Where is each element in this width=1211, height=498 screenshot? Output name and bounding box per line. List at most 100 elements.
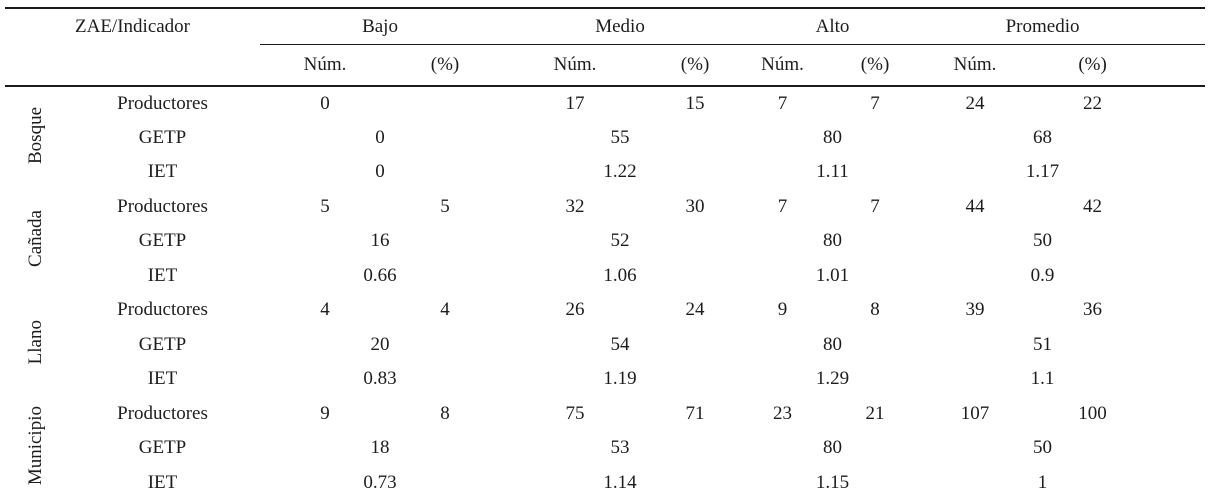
cell-span: 50 [1033,437,1053,459]
cell-span: 1.06 [603,264,637,286]
row-label: Productores [117,92,208,114]
cell-pct: 4 [440,299,450,321]
cell-num: 23 [773,402,793,424]
table-row: IET 0 1.22 1.11 1.17 [5,155,1205,190]
cell-pct: 7 [870,92,880,114]
cell-pct: 24 [685,299,705,321]
sub-header-num: Núm. [260,44,391,87]
table-row: GETP 18 53 80 50 [5,431,1205,466]
cell-span: 1.15 [815,471,850,493]
zone-label-text: Cañada [24,209,46,267]
cell-span: 55 [610,126,630,148]
cell-span: 50 [1033,230,1053,252]
cell-pct: 42 [1083,195,1103,217]
zone-label-llano: Llano [5,293,65,397]
sub-header-num: Núm. [740,44,826,87]
cell-num: 7 [777,195,788,217]
cell-pct: 15 [685,92,705,114]
table-row: Llano Productores 4 4 26 24 9 8 39 36 [5,293,1205,364]
cell-span: 54 [610,333,630,355]
row-label: GETP [138,333,187,355]
group-header-alto: Alto [740,8,926,45]
cell-num: 32 [565,195,585,217]
cell-pct: 100 [1078,402,1107,424]
cell-span: 80 [823,333,843,355]
cell-span: 1.01 [815,264,850,286]
cell-num: 9 [320,402,330,424]
row-label: IET [147,368,178,390]
table-row: IET 0.66 1.06 1.01 0.9 [5,259,1205,294]
zone-label-text: Llano [24,319,46,364]
sub-header-row: Núm. (%) Núm. (%) Núm. (%) Núm. (%) [5,44,1206,87]
zae-indicator-table: ZAE/Indicador Bajo Medio Alto Promedio N… [5,7,1206,498]
corner-header: ZAE/Indicador [5,8,261,87]
sub-header-pct: (%) [825,44,926,87]
cell-span: 0 [375,161,385,183]
zone-label-text: Municipio [24,405,46,485]
cell-span: 0.66 [363,264,397,286]
cell-num: 5 [320,195,330,217]
cell-span: 0.9 [1030,264,1055,286]
cell-pct: 5 [440,195,450,217]
cell-span: 1 [1037,471,1048,493]
cell-span: 1.17 [1025,161,1060,183]
sub-header-num: Núm. [925,44,1026,87]
table-row: GETP 0 55 80 68 [5,121,1205,156]
cell-pct: 8 [440,402,450,424]
row-label: IET [147,471,178,493]
cell-num: 107 [960,402,990,424]
cell-num: 44 [965,195,985,217]
cell-pct: 21 [865,402,885,424]
cell-pct: 22 [1083,92,1103,114]
cell-span: 0.83 [363,368,397,390]
group-header-row: ZAE/Indicador Bajo Medio Alto Promedio [5,8,1206,87]
sub-header-pct: (%) [1025,44,1206,87]
row-label: Productores [117,402,208,424]
group-header-bajo: Bajo [260,8,501,45]
cell-pct: 7 [870,195,880,217]
table-row: GETP 20 54 80 51 [5,328,1205,363]
cell-span: 1.29 [815,368,850,390]
zone-label-bosque: Bosque [5,86,65,190]
cell-span: 1.22 [603,161,637,183]
cell-span: 1.11 [816,161,849,183]
cell-span: 68 [1033,126,1053,148]
cell-num: 75 [565,402,585,424]
table-row: IET 0.83 1.19 1.29 1.1 [5,362,1205,397]
zone-label-municipio: Municipio [5,397,65,498]
row-label: IET [147,264,178,286]
cell-span: 52 [610,230,630,252]
table-row: Bosque Productores 0 17 15 7 7 24 22 [5,86,1205,164]
row-label: IET [147,161,178,183]
cell-num: 7 [777,92,788,114]
cell-span: 16 [370,230,390,252]
cell-span: 18 [370,437,390,459]
cell-num: 0 [320,92,330,114]
cell-num: 9 [777,299,788,321]
group-header-promedio: Promedio [925,8,1206,45]
table-row: Municipio Productores 9 8 75 71 23 21 10… [5,397,1205,485]
cell-span: 1.1 [1030,368,1055,390]
table-row: Cañada Productores 5 5 32 30 7 7 44 42 [5,190,1205,267]
cell-pct: 30 [685,195,705,217]
cell-num: 4 [320,299,330,321]
sub-header-pct: (%) [390,44,501,87]
cell-span: 80 [823,437,843,459]
cell-num: 17 [565,92,585,114]
table-row: IET 0.73 1.14 1.15 1 [5,466,1205,498]
cell-span: 0.73 [363,471,397,493]
cell-num: 39 [965,299,985,321]
cell-pct: 36 [1083,299,1103,321]
cell-num: 24 [965,92,985,114]
row-label: GETP [138,126,187,148]
cell-pct [390,86,500,121]
cell-pct: 8 [870,299,880,321]
zone-label-canada: Cañada [5,190,65,294]
cell-span: 20 [370,333,390,355]
cell-pct: 71 [685,402,705,424]
cell-span: 0 [375,126,385,148]
group-header-medio: Medio [500,8,741,45]
table-row: GETP 16 52 80 50 [5,224,1205,259]
row-label: GETP [138,437,187,459]
row-label: GETP [138,230,187,252]
